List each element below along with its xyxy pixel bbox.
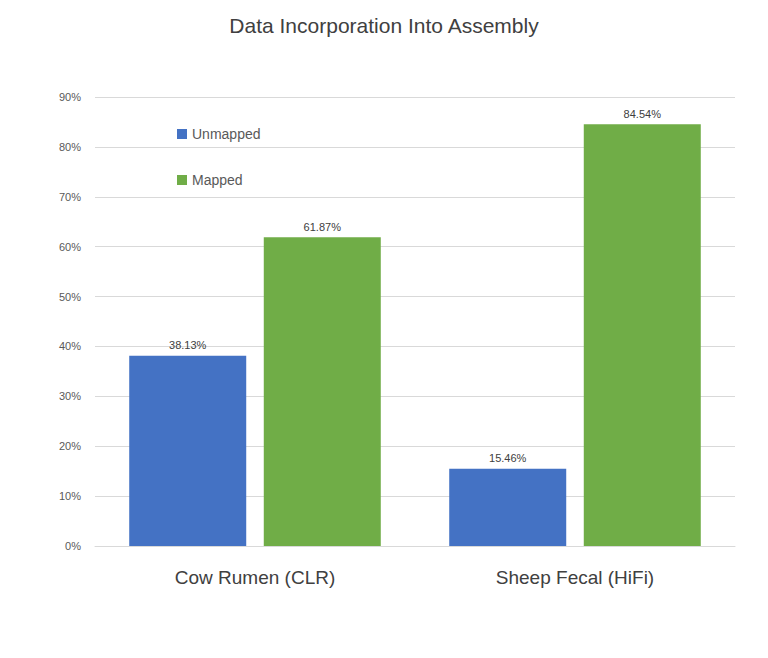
svg-text:0%: 0% xyxy=(65,540,81,552)
svg-text:Data Incorporation Into Assemb: Data Incorporation Into Assembly xyxy=(229,14,539,37)
svg-text:61.87%: 61.87% xyxy=(304,221,342,233)
svg-text:38.13%: 38.13% xyxy=(169,339,207,351)
svg-text:50%: 50% xyxy=(59,291,81,303)
svg-text:15.46%: 15.46% xyxy=(489,452,527,464)
svg-text:70%: 70% xyxy=(59,191,81,203)
svg-text:60%: 60% xyxy=(59,241,81,253)
svg-text:20%: 20% xyxy=(59,440,81,452)
svg-text:40%: 40% xyxy=(59,340,81,352)
svg-text:80%: 80% xyxy=(59,141,81,153)
svg-text:Cow Rumen (CLR): Cow Rumen (CLR) xyxy=(175,567,335,588)
svg-text:10%: 10% xyxy=(59,490,81,502)
svg-text:90%: 90% xyxy=(59,91,81,103)
svg-text:Mapped: Mapped xyxy=(192,172,243,188)
svg-text:Unmapped: Unmapped xyxy=(192,126,261,142)
svg-text:84.54%: 84.54% xyxy=(624,108,662,120)
svg-text:30%: 30% xyxy=(59,390,81,402)
svg-text:Sheep Fecal (HiFi): Sheep Fecal (HiFi) xyxy=(496,567,654,588)
